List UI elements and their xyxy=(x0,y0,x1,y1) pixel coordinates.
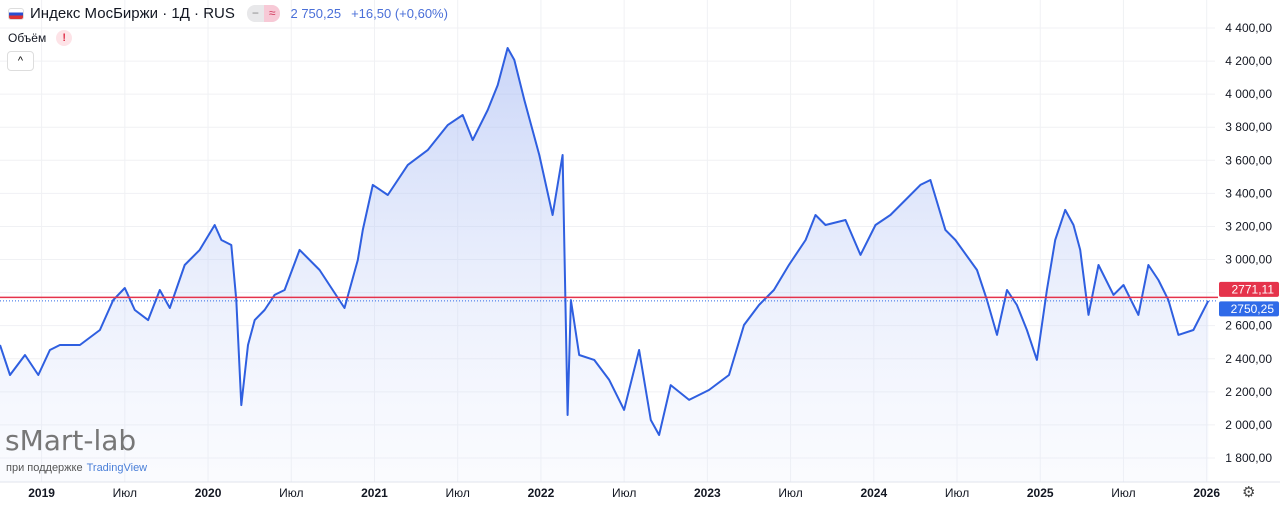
price-label: 2750,25 xyxy=(1231,302,1275,316)
delayed-data-icon: ≈ xyxy=(263,5,281,22)
y-tick-label: 2 200,00 xyxy=(1225,385,1272,399)
y-tick-label: 3 600,00 xyxy=(1225,153,1272,167)
x-tick-label: Июл xyxy=(778,486,802,500)
price-label-box xyxy=(1219,301,1279,317)
x-tick-label: 2024 xyxy=(860,486,887,500)
smartlab-logo: sMart-lab xyxy=(5,424,137,457)
price-label: 2771,11 xyxy=(1232,282,1275,296)
price-line xyxy=(0,47,1210,436)
price-change: +16,50 (+0,60%) xyxy=(351,6,448,21)
settings-gear-icon[interactable]: ⚙ xyxy=(1242,484,1256,501)
y-tick-label: 4 200,00 xyxy=(1225,54,1272,68)
x-tick-label: Июл xyxy=(446,486,470,500)
x-tick-label: Июл xyxy=(612,486,636,500)
x-tick-label: 2025 xyxy=(1027,486,1054,500)
y-tick-label: 3 400,00 xyxy=(1225,186,1272,200)
x-tick-label: Июл xyxy=(945,486,969,500)
russia-flag-icon xyxy=(8,7,24,20)
warning-icon[interactable]: ! xyxy=(56,30,73,46)
y-tick-label: 1 800,00 xyxy=(1225,451,1272,465)
x-tick-label: 2026 xyxy=(1193,486,1220,500)
market-closed-icon: − xyxy=(246,5,264,22)
volume-indicator: Объём ! xyxy=(8,30,73,46)
y-tick-label: 3 000,00 xyxy=(1225,253,1272,267)
y-tick-label: 2 000,00 xyxy=(1225,418,1272,432)
volume-label[interactable]: Объём xyxy=(8,31,47,45)
symbol-header: Индекс МосБиржи · 1Д · RUS − ≈ 2 750,25 … xyxy=(8,5,448,22)
symbol-title[interactable]: Индекс МосБиржи · 1Д · RUS xyxy=(30,5,235,22)
x-tick-label: 2019 xyxy=(28,486,55,500)
y-tick-label: 3 800,00 xyxy=(1225,120,1272,134)
support-label: при поддержке xyxy=(6,462,83,474)
price-label-box xyxy=(1219,281,1279,297)
x-tick-label: 2020 xyxy=(195,486,222,500)
y-tick-label: 2 400,00 xyxy=(1225,352,1272,366)
status-pill[interactable]: − ≈ xyxy=(246,5,281,22)
x-tick-label: Июл xyxy=(1111,486,1135,500)
y-tick-label: 4 000,00 xyxy=(1225,87,1272,101)
collapse-legend-button[interactable]: ^ xyxy=(7,51,34,71)
x-tick-label: 2022 xyxy=(528,486,555,500)
price-area xyxy=(0,48,1209,482)
y-tick-label: 4 400,00 xyxy=(1225,21,1272,35)
y-tick-label: 2 600,00 xyxy=(1225,319,1272,333)
support-text: при поддержке TradingView xyxy=(6,462,147,475)
x-tick-label: Июл xyxy=(279,486,303,500)
tradingview-link[interactable]: TradingView xyxy=(86,462,148,474)
x-tick-label: 2021 xyxy=(361,486,388,500)
x-tick-label: Июл xyxy=(113,486,137,500)
last-price: 2 750,25 xyxy=(290,6,342,21)
y-tick-label: 3 200,00 xyxy=(1225,219,1272,233)
x-tick-label: 2023 xyxy=(694,486,721,500)
